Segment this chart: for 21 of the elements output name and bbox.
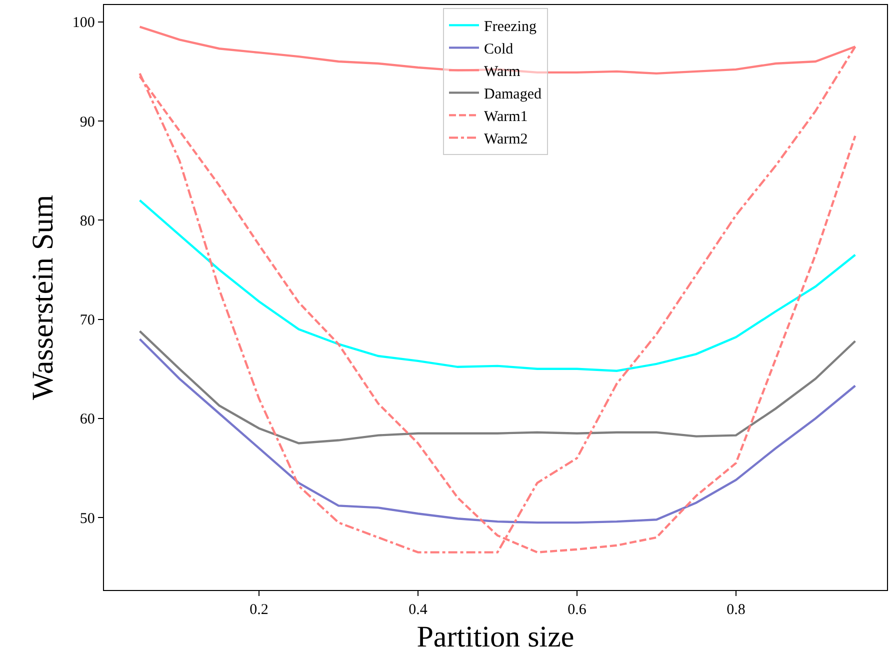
legend-label: Warm xyxy=(484,64,521,80)
legend-label: Cold xyxy=(484,42,514,58)
y-tick-label: 90 xyxy=(80,114,95,130)
y-tick-label: 80 xyxy=(80,213,95,230)
legend-label: Warm2 xyxy=(484,132,528,148)
line-series xyxy=(138,338,856,524)
y-tick-label: 60 xyxy=(80,412,95,428)
legend-label: Damaged xyxy=(484,86,542,103)
x-tick-label: 0.6 xyxy=(568,602,587,618)
line-series xyxy=(138,199,856,372)
y-tick-label: 50 xyxy=(80,510,95,527)
x-tick-label: 0.8 xyxy=(726,602,746,618)
x-axis-title: Partition size xyxy=(416,620,574,654)
legend-label: Warm1 xyxy=(484,109,528,126)
line-series xyxy=(138,330,856,444)
legend-label: Freezing xyxy=(484,19,537,36)
x-tick-label: 0.2 xyxy=(250,602,268,618)
y-axis-title: Wasserstein Sum xyxy=(26,194,60,400)
y-tick-label: 100 xyxy=(72,15,95,32)
y-tick-label: 70 xyxy=(80,312,95,329)
x-tick-label: 0.4 xyxy=(408,602,428,618)
